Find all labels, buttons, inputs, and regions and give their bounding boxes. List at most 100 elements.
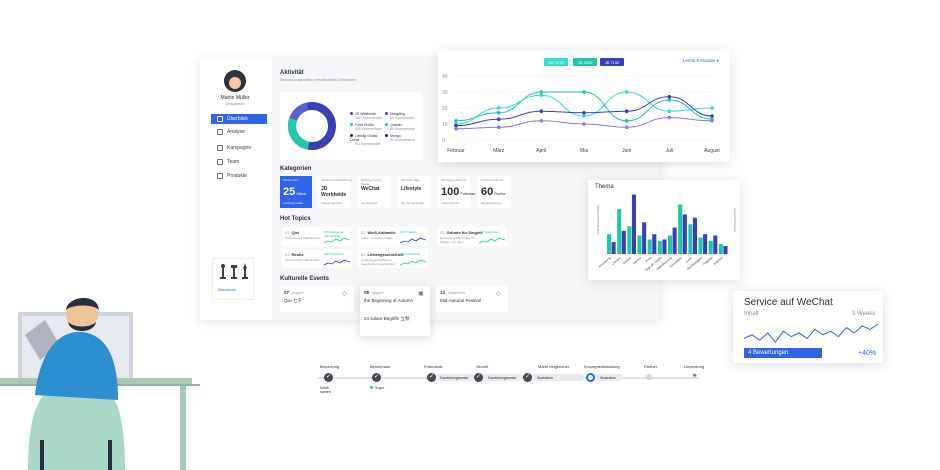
person-at-desk-illustration bbox=[0, 297, 200, 470]
activity-legend-item: Mongo 90 Kommentare bbox=[385, 134, 421, 142]
step-pill: Illustration bbox=[527, 374, 584, 381]
series-toggle[interactable]: JB 3390 bbox=[573, 58, 597, 66]
sidebar-item-analyse[interactable]: Analyse bbox=[211, 127, 267, 137]
x-tick-label: Juli bbox=[666, 148, 674, 154]
bar[interactable] bbox=[672, 227, 677, 254]
series-toggle[interactable]: JW 3070 bbox=[544, 58, 568, 66]
calendar-icon: ▣ bbox=[418, 291, 424, 297]
data-point[interactable] bbox=[582, 114, 586, 118]
check-icon[interactable]: ✓ bbox=[324, 373, 333, 382]
event-card[interactable]: 08 August the Beginning of Autumn 24 solare… bbox=[360, 286, 430, 336]
data-point[interactable] bbox=[624, 90, 629, 94]
bar[interactable] bbox=[713, 235, 718, 254]
period-dropdown[interactable]: Letzte 6 Monate ▾ bbox=[683, 58, 719, 63]
activity-subtitle: Verbrauchsaktivität in verschiedenen Zei… bbox=[280, 78, 356, 82]
bar[interactable] bbox=[642, 222, 647, 254]
category-tile[interactable]: Wichtige Social Media WeChat Medienplatz bbox=[358, 176, 390, 208]
x-tick-label: Mai bbox=[580, 148, 588, 154]
data-point[interactable] bbox=[539, 90, 544, 94]
event-card[interactable]: 07 August Qixi 七夕 ◇ bbox=[280, 286, 354, 312]
bar[interactable] bbox=[708, 240, 713, 254]
bar[interactable] bbox=[657, 240, 662, 254]
bar[interactable] bbox=[621, 230, 626, 254]
bar[interactable] bbox=[688, 224, 693, 254]
bar[interactable] bbox=[668, 235, 673, 254]
data-point[interactable] bbox=[624, 125, 629, 129]
bar[interactable] bbox=[631, 194, 636, 254]
step-label: Potenziale bbox=[424, 364, 443, 369]
series-toggle[interactable]: JB 7192 bbox=[600, 58, 624, 66]
data-point[interactable] bbox=[667, 98, 672, 102]
sidebar-item-produkte[interactable]: Produkte bbox=[211, 171, 267, 181]
bar[interactable] bbox=[637, 235, 642, 254]
data-point[interactable] bbox=[667, 109, 672, 113]
category-tile[interactable]: Interkulturbeobachtung JD Worldwide Shoppi… bbox=[318, 176, 352, 208]
hot-topic-item[interactable]: 03 Gründe für Singles Erinnerung aller Stu… bbox=[437, 227, 507, 246]
data-point[interactable] bbox=[496, 117, 501, 121]
bar[interactable] bbox=[678, 204, 683, 255]
data-point[interactable] bbox=[710, 119, 714, 123]
sidebar-item-team[interactable]: Team bbox=[211, 157, 267, 167]
bar[interactable] bbox=[692, 217, 697, 254]
check-icon[interactable]: ✓ bbox=[427, 373, 436, 382]
step-label: Umsetzung bbox=[684, 364, 705, 369]
data-point[interactable] bbox=[454, 119, 458, 123]
activity-legend-item: JD Weltbörde JDE Kommentare bbox=[350, 112, 386, 120]
reviews-badge[interactable]: 4 Bewertungen bbox=[744, 348, 822, 358]
step-dot[interactable] bbox=[586, 373, 595, 382]
hot-topic-item[interactable]: 05 Liebesgeschichten Lieblingsgeschichten … bbox=[358, 249, 428, 268]
data-point[interactable] bbox=[496, 106, 501, 110]
category-tile[interactable]: Wichtige Influencer 100Follower Influencer… bbox=[438, 176, 475, 208]
x-tick-label: Service bbox=[632, 255, 642, 265]
category-tile[interactable]: Wichtige Tags Lifestyle Top Social Media bbox=[398, 176, 430, 208]
hot-topic-item[interactable]: 01 Qixi Chinesischer Valentinstag 200 Ereig… bbox=[282, 227, 352, 246]
step-label: Bewertung bbox=[320, 364, 340, 369]
bar[interactable] bbox=[662, 239, 667, 254]
bar[interactable] bbox=[718, 244, 723, 254]
y-tick-label: 0 bbox=[442, 138, 445, 144]
avatar[interactable] bbox=[224, 70, 246, 92]
bar[interactable] bbox=[682, 214, 687, 254]
sidebar-widget[interactable] bbox=[212, 258, 254, 300]
data-point[interactable] bbox=[539, 109, 544, 113]
check-icon[interactable]: ✓ bbox=[474, 373, 483, 382]
data-point[interactable] bbox=[667, 115, 672, 120]
data-point[interactable] bbox=[582, 122, 586, 126]
sidebar-item-kampagne[interactable]: Kampagne bbox=[211, 143, 267, 153]
event-card[interactable]: 13 September Mid-Autumn Festival ◇ bbox=[436, 286, 508, 312]
data-point[interactable] bbox=[539, 119, 544, 123]
data-point[interactable] bbox=[496, 111, 501, 115]
check-icon[interactable]: ✓ bbox=[523, 373, 532, 382]
data-point[interactable] bbox=[710, 106, 714, 110]
hot-topic-item[interactable]: 04 Reuhe Chinesischer Valentinstag 200 Erei… bbox=[282, 249, 352, 268]
line-chart-card bbox=[438, 50, 730, 162]
sidebar-item-ueberblick[interactable]: Überblick bbox=[211, 114, 267, 124]
data-point[interactable] bbox=[667, 95, 672, 99]
bar[interactable] bbox=[652, 234, 657, 254]
data-point[interactable] bbox=[582, 90, 586, 94]
data-point[interactable] bbox=[496, 125, 501, 129]
bar[interactable] bbox=[611, 242, 616, 254]
category-tile[interactable]: Produktsuchwort 60Suche Bedarfsthemen bbox=[478, 176, 510, 208]
data-point[interactable] bbox=[624, 119, 629, 123]
step-dot[interactable] bbox=[646, 374, 652, 380]
data-point[interactable] bbox=[454, 123, 458, 128]
bar[interactable] bbox=[607, 234, 612, 254]
data-point[interactable] bbox=[539, 93, 544, 97]
left-axis-label: Anteil gesamte Anzahl bbox=[596, 205, 600, 235]
check-icon[interactable]: ✓ bbox=[372, 373, 381, 382]
bar[interactable] bbox=[627, 226, 632, 254]
flag-icon: ⚑ bbox=[692, 374, 698, 380]
data-point[interactable] bbox=[454, 127, 458, 131]
bar[interactable] bbox=[617, 209, 622, 254]
data-point[interactable] bbox=[582, 111, 586, 115]
data-point[interactable] bbox=[710, 114, 714, 118]
bar[interactable] bbox=[723, 246, 728, 254]
activity-legend-item: Quarter 80 Kommentare bbox=[385, 123, 421, 131]
hot-topic-item[interactable]: 02 Weiß-Kaltwelle Leben im schöner Kälte 10… bbox=[358, 227, 428, 246]
bar[interactable] bbox=[647, 239, 652, 254]
bar[interactable] bbox=[703, 234, 708, 254]
category-tile[interactable]: Markenwert 25Stück Lieblingsmarke bbox=[280, 176, 312, 208]
data-point[interactable] bbox=[624, 109, 629, 113]
bar[interactable] bbox=[698, 237, 703, 255]
